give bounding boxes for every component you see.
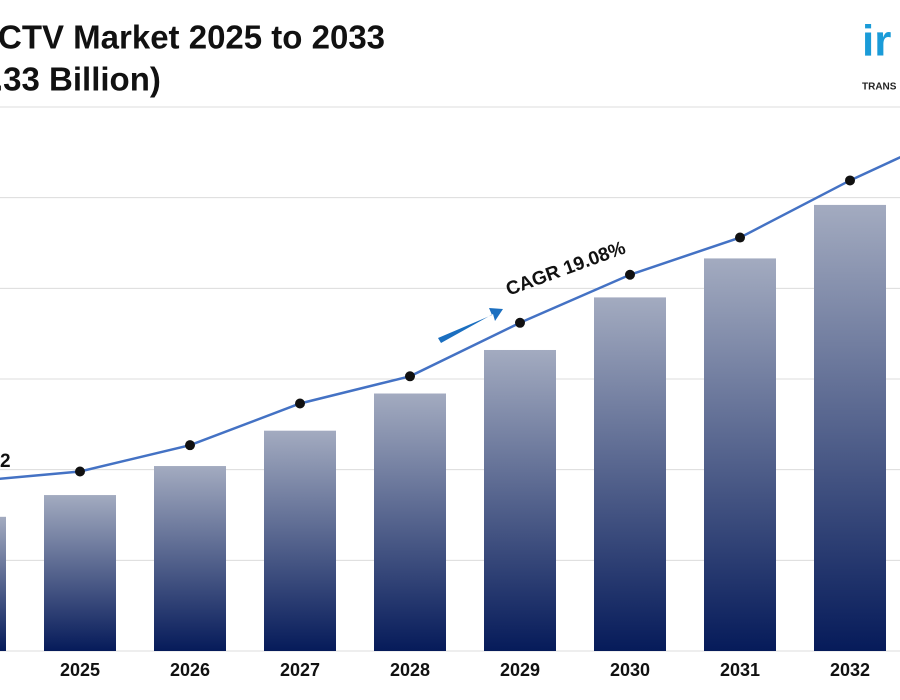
bar xyxy=(594,297,666,651)
trend-line xyxy=(0,155,900,480)
x-tick-label: 2025 xyxy=(60,660,100,680)
line-point xyxy=(295,398,305,409)
cagr-arrow xyxy=(438,308,503,343)
x-tick-label: 2028 xyxy=(390,660,430,680)
line-point xyxy=(75,466,85,477)
bar xyxy=(0,516,6,651)
chart-title: CTV Market 2025 to 2033 xyxy=(0,19,385,56)
bar xyxy=(154,466,226,651)
line-point xyxy=(185,440,195,451)
logo-mark: ir xyxy=(862,17,891,66)
logo-text: TRANS xyxy=(862,82,897,93)
bar xyxy=(814,204,886,652)
bar xyxy=(44,495,116,651)
line-point xyxy=(405,371,415,382)
bar xyxy=(704,258,776,651)
chart-subtitle: .33 Billion) xyxy=(0,61,161,98)
start-value-label: 2 xyxy=(0,451,11,472)
x-tick-label: 2026 xyxy=(170,660,210,680)
x-tick-label: 2032 xyxy=(830,660,870,680)
line-point xyxy=(625,269,635,280)
bar xyxy=(374,393,446,651)
x-tick-label: 2031 xyxy=(720,660,760,680)
line-point xyxy=(845,175,855,186)
x-tick-label: 2029 xyxy=(500,660,540,680)
line-point xyxy=(735,232,745,243)
bar xyxy=(484,349,556,651)
x-tick-label: 2027 xyxy=(280,660,320,680)
line-point xyxy=(515,317,525,328)
cagr-annotation: CAGR 19.08% xyxy=(503,238,628,301)
bar xyxy=(264,430,336,651)
x-tick-label: 2030 xyxy=(610,660,650,680)
